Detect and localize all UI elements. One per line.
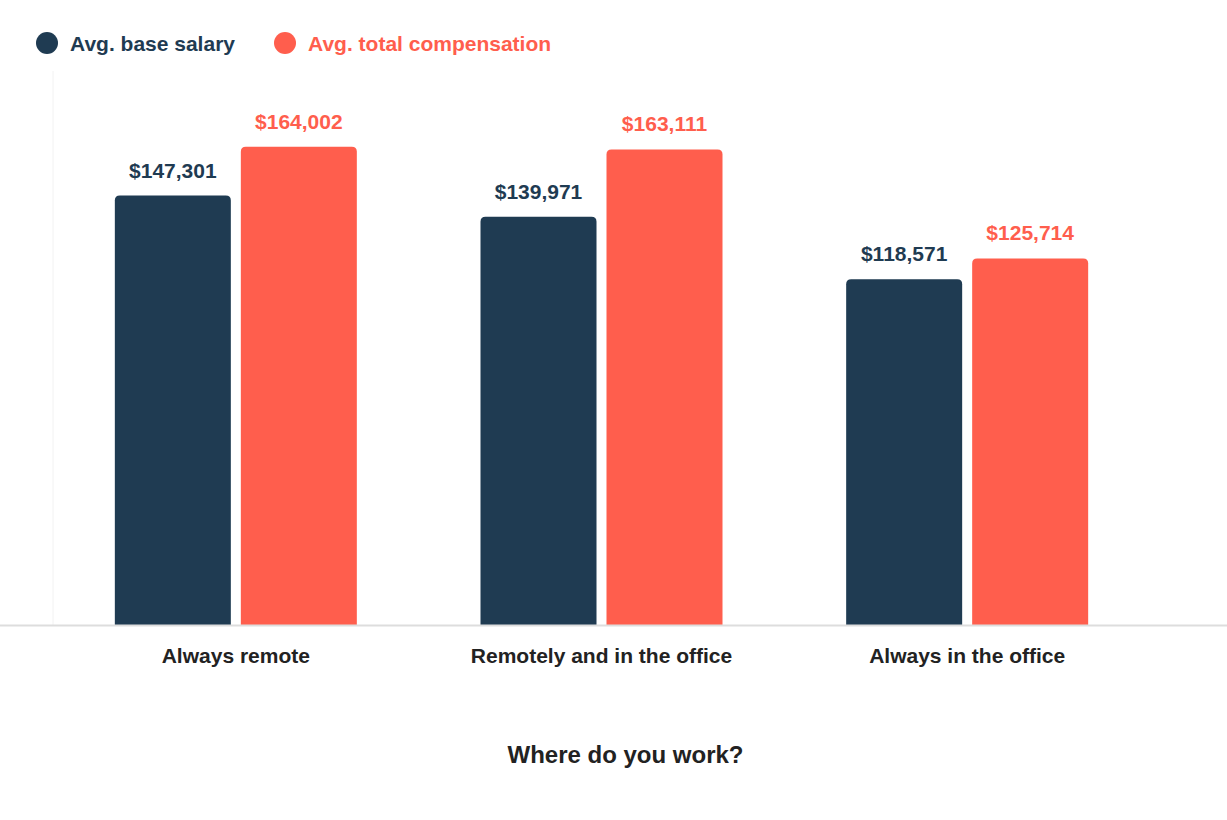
legend-swatch: [36, 32, 58, 54]
chart-container: $147,301 $164,002 $139,971 $163,111 $118,571…: [0, 0, 1227, 820]
legend-label: Avg. base salary: [70, 32, 235, 55]
x-tick-label: Always remote: [162, 644, 310, 667]
legend-swatch: [274, 32, 296, 54]
bar: [846, 279, 962, 625]
data-label: $147,301: [129, 159, 217, 182]
x-axis-title: Where do you work?: [507, 741, 743, 768]
legend: Avg. base salary Avg. total compensation: [36, 32, 551, 55]
x-axis-line: [0, 625, 1227, 627]
bar: [972, 258, 1088, 625]
bar: [241, 147, 357, 625]
x-tick-label: Remotely and in the office: [471, 644, 732, 667]
chart-svg: $147,301 $164,002 $139,971 $163,111 $118,571…: [0, 0, 1227, 820]
bars: [115, 147, 1088, 625]
data-label: $118,571: [861, 242, 948, 265]
y-axis-line: [53, 71, 54, 625]
data-labels: $147,301 $164,002 $139,971 $163,111 $118,571…: [129, 110, 1074, 265]
data-label: $125,714: [986, 221, 1074, 244]
data-label: $163,111: [622, 112, 708, 135]
x-tick-label: Always in the office: [869, 644, 1065, 667]
data-label: $164,002: [255, 110, 343, 133]
bar: [115, 196, 231, 625]
data-label: $139,971: [495, 180, 583, 203]
bar: [607, 149, 723, 625]
bar: [481, 217, 597, 625]
legend-label: Avg. total compensation: [308, 32, 551, 55]
